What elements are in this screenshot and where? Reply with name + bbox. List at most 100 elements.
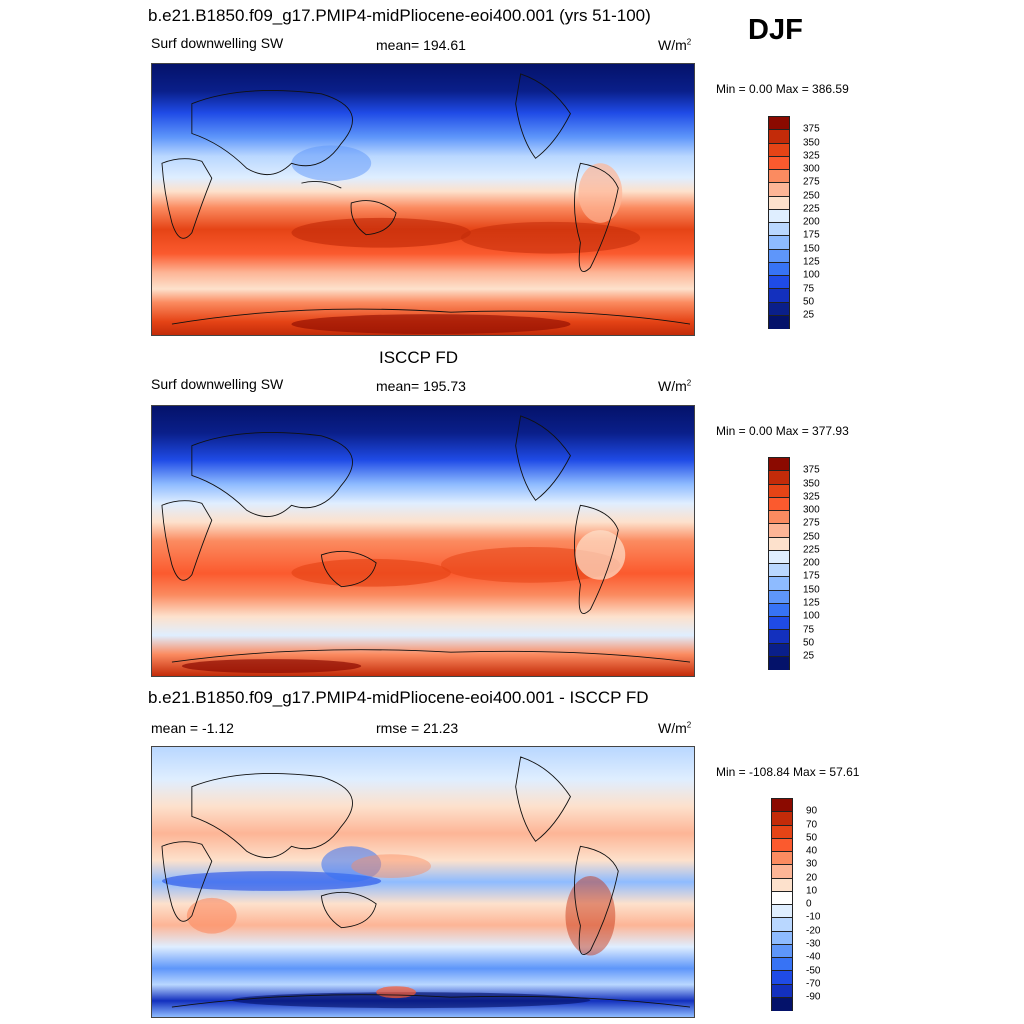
colorbar-bin — [769, 117, 789, 131]
colorbar-bin — [769, 223, 789, 237]
colorbar-bin — [772, 918, 792, 932]
panel-title: b.e21.B1850.f09_g17.PMIP4-midPliocene-eo… — [148, 6, 651, 25]
colorbar-tick-label: 275 — [803, 517, 820, 529]
colorbar-model: 375 350 325 300 275 250 225 200 175 150 … — [768, 116, 838, 330]
colorbar-tick-label: 90 — [806, 805, 818, 817]
colorbar-tick-label: -10 — [806, 911, 821, 923]
colorbar-bin — [769, 537, 789, 551]
colorbar-bin — [772, 799, 792, 813]
colorbar-tick-label: 75 — [803, 624, 815, 635]
colorbar-bin — [769, 196, 789, 210]
colorbar-tick-label: 250 — [803, 531, 820, 543]
colorbar-bin — [769, 484, 789, 498]
colorbar-bins — [771, 798, 793, 1012]
colorbar-tick-label: 50 — [806, 832, 818, 844]
colorbar-tick-label: -50 — [806, 965, 821, 976]
colorbar-bin — [769, 590, 789, 604]
map-isccp-sw — [151, 405, 695, 677]
colorbar-tick-label: 125 — [803, 597, 820, 609]
colorbar-tick-label: 125 — [803, 256, 820, 268]
colorbar-bin — [769, 249, 789, 263]
colorbar-tick-label: 200 — [803, 216, 820, 228]
colorbar-tick-label: 10 — [806, 885, 818, 897]
colorbar-bin — [772, 878, 792, 892]
rmse-label: rmse = 21.23 — [376, 720, 459, 736]
colorbar-tick-label: 100 — [803, 610, 820, 622]
colorbar-difference: 90 70 50 40 30 20 10 0 -10 -20 -30 -40 -… — [771, 798, 841, 1012]
colorbar-tick-label: 200 — [803, 557, 820, 569]
colorbar-bin — [769, 289, 789, 303]
colorbar-bin — [769, 630, 789, 644]
colorbar-tick-label: 25 — [803, 309, 815, 321]
colorbar-bin — [769, 262, 789, 277]
colorbar-bin — [769, 458, 789, 472]
colorbar-tick-label: 325 — [803, 150, 820, 162]
map-model-sw — [151, 63, 695, 336]
colorbar-tick-label: 300 — [803, 504, 820, 516]
field-name-label: Surf downwelling SW — [151, 35, 284, 51]
colorbar-bin — [769, 497, 789, 512]
colorbar-tick-label: 350 — [803, 137, 820, 149]
colorbar-tick-label: 50 — [803, 637, 815, 649]
colorbar-tick-label: 20 — [806, 872, 818, 884]
colorbar-bins — [768, 116, 790, 330]
colorbar-bin — [772, 865, 792, 879]
season-label: DJF — [748, 14, 803, 46]
colorbar-bin — [772, 825, 792, 839]
colorbar-bin — [772, 958, 792, 972]
colorbar-bin — [769, 156, 789, 171]
colorbar-bin — [769, 603, 789, 618]
min-max-label: Min = 0.00 Max = 386.59 — [716, 82, 849, 96]
colorbar-tick-label: 375 — [803, 123, 820, 135]
colorbar-tick-label: -70 — [806, 978, 821, 990]
units-label: W/m2 — [658, 378, 692, 394]
panel-title: b.e21.B1850.f09_g17.PMIP4-midPliocene-eo… — [148, 688, 649, 707]
colorbar-bin — [769, 617, 789, 631]
colorbar-bins — [768, 457, 790, 671]
colorbar-tick-label: 300 — [803, 163, 820, 175]
colorbar-bin — [769, 130, 789, 144]
colorbar-bin — [772, 905, 792, 919]
colorbar-bin — [772, 931, 792, 945]
colorbar-bin — [772, 838, 792, 853]
colorbar-tick-label: 175 — [803, 229, 820, 241]
colorbar-tick-label: -30 — [806, 938, 821, 950]
colorbar-bin — [772, 997, 792, 1012]
colorbar-bin — [769, 471, 789, 485]
colorbar-observations: 375 350 325 300 275 250 225 200 175 150 … — [768, 457, 838, 671]
colorbar-bin — [769, 656, 789, 671]
map-difference-sw — [151, 746, 695, 1018]
colorbar-bin — [772, 891, 792, 906]
colorbar-tick-label: 275 — [803, 176, 820, 188]
colorbar-tick-label: 175 — [803, 570, 820, 582]
colorbar-tick-label: 75 — [803, 283, 815, 294]
colorbar-bin — [772, 852, 792, 866]
colorbar-bin — [769, 564, 789, 578]
colorbar-bin — [769, 302, 789, 316]
colorbar-tick-label: 50 — [803, 296, 815, 308]
field-name-label: Surf downwelling SW — [151, 376, 284, 392]
colorbar-tick-label: 100 — [803, 269, 820, 281]
units-label: W/m2 — [658, 720, 692, 736]
colorbar-bin — [772, 944, 792, 959]
colorbar-tick-label: 40 — [806, 845, 818, 857]
colorbar-bin — [769, 524, 789, 538]
colorbar-tick-label: 30 — [806, 858, 818, 870]
colorbar-bin — [769, 643, 789, 657]
colorbar-bin — [769, 209, 789, 224]
units-label: W/m2 — [658, 37, 692, 53]
colorbar-bin — [769, 577, 789, 591]
colorbar-tick-label: 0 — [806, 898, 812, 910]
colorbar-tick-label: 250 — [803, 190, 820, 202]
colorbar-bin — [769, 315, 789, 330]
colorbar-tick-label: 70 — [806, 819, 818, 831]
colorbar-tick-label: 25 — [803, 650, 815, 662]
colorbar-bin — [769, 276, 789, 290]
colorbar-tick-label: 350 — [803, 478, 820, 490]
colorbar-bin — [769, 550, 789, 565]
colorbar-bin — [769, 511, 789, 525]
colorbar-bin — [772, 812, 792, 826]
colorbar-tick-label: -40 — [806, 951, 821, 963]
colorbar-tick-label: 325 — [803, 491, 820, 503]
colorbar-bin — [769, 236, 789, 250]
